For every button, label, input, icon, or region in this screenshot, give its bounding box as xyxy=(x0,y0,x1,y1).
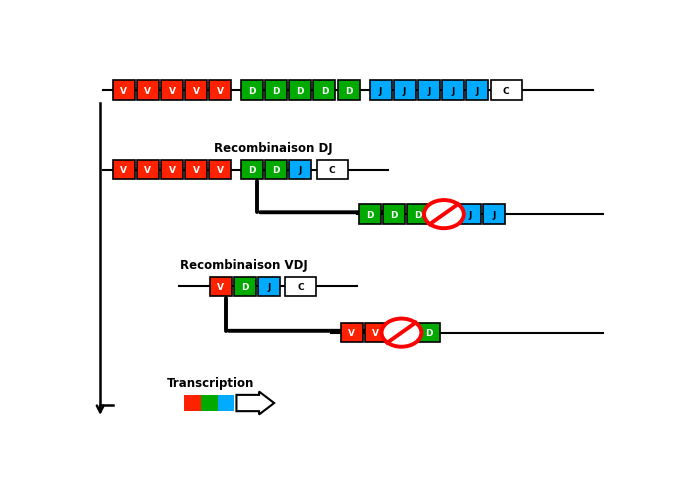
FancyBboxPatch shape xyxy=(184,395,201,411)
Text: D: D xyxy=(425,328,433,337)
Text: C: C xyxy=(329,166,335,175)
FancyBboxPatch shape xyxy=(383,205,405,224)
Text: V: V xyxy=(348,328,355,337)
FancyBboxPatch shape xyxy=(459,205,481,224)
FancyBboxPatch shape xyxy=(137,161,159,180)
Text: Recombinaison VDJ: Recombinaison VDJ xyxy=(180,258,308,271)
Text: J: J xyxy=(267,282,270,291)
FancyBboxPatch shape xyxy=(161,81,183,100)
FancyBboxPatch shape xyxy=(370,81,391,100)
Text: D: D xyxy=(320,86,328,96)
Text: D: D xyxy=(414,210,422,219)
FancyBboxPatch shape xyxy=(314,81,335,100)
Text: D: D xyxy=(241,282,249,291)
Circle shape xyxy=(381,319,421,347)
FancyBboxPatch shape xyxy=(185,81,207,100)
Text: V: V xyxy=(217,282,224,291)
FancyBboxPatch shape xyxy=(407,205,429,224)
FancyBboxPatch shape xyxy=(337,81,360,100)
FancyBboxPatch shape xyxy=(241,161,263,180)
Text: D: D xyxy=(390,210,398,219)
FancyBboxPatch shape xyxy=(317,161,347,180)
Text: D: D xyxy=(248,86,256,96)
Text: V: V xyxy=(217,86,224,96)
FancyBboxPatch shape xyxy=(137,81,159,100)
FancyBboxPatch shape xyxy=(185,161,207,180)
Text: C: C xyxy=(503,86,510,96)
FancyBboxPatch shape xyxy=(418,81,439,100)
Text: Recombinaison DJ: Recombinaison DJ xyxy=(214,142,333,155)
FancyBboxPatch shape xyxy=(442,81,464,100)
Text: C: C xyxy=(297,282,304,291)
Text: V: V xyxy=(145,166,151,175)
FancyBboxPatch shape xyxy=(341,324,363,343)
FancyBboxPatch shape xyxy=(161,161,183,180)
FancyBboxPatch shape xyxy=(483,205,505,224)
Text: J: J xyxy=(299,166,302,175)
Text: V: V xyxy=(372,328,379,337)
Text: V: V xyxy=(168,86,176,96)
Text: D: D xyxy=(366,210,374,219)
FancyBboxPatch shape xyxy=(365,324,387,343)
FancyBboxPatch shape xyxy=(359,205,381,224)
FancyBboxPatch shape xyxy=(241,81,263,100)
Text: J: J xyxy=(379,86,382,96)
Text: V: V xyxy=(168,166,176,175)
FancyBboxPatch shape xyxy=(209,161,231,180)
Text: Transcription: Transcription xyxy=(166,376,254,389)
Text: D: D xyxy=(297,86,304,96)
Polygon shape xyxy=(237,392,274,415)
Text: D: D xyxy=(272,86,280,96)
FancyBboxPatch shape xyxy=(393,81,416,100)
FancyBboxPatch shape xyxy=(265,81,287,100)
FancyBboxPatch shape xyxy=(265,161,287,180)
Text: D: D xyxy=(345,86,352,96)
FancyBboxPatch shape xyxy=(466,81,488,100)
Text: V: V xyxy=(120,166,127,175)
Circle shape xyxy=(424,201,464,229)
FancyBboxPatch shape xyxy=(289,81,312,100)
FancyBboxPatch shape xyxy=(491,81,522,100)
FancyBboxPatch shape xyxy=(418,324,440,343)
Text: J: J xyxy=(403,86,406,96)
Text: V: V xyxy=(120,86,127,96)
Text: V: V xyxy=(193,86,199,96)
FancyBboxPatch shape xyxy=(210,277,232,296)
Text: V: V xyxy=(193,166,199,175)
FancyBboxPatch shape xyxy=(209,81,231,100)
FancyBboxPatch shape xyxy=(201,395,218,411)
Text: J: J xyxy=(468,210,472,219)
Text: D: D xyxy=(272,166,280,175)
Text: J: J xyxy=(475,86,479,96)
Text: D: D xyxy=(248,166,256,175)
FancyBboxPatch shape xyxy=(258,277,280,296)
Text: V: V xyxy=(217,166,224,175)
Text: J: J xyxy=(451,86,454,96)
Text: J: J xyxy=(427,86,431,96)
Text: V: V xyxy=(145,86,151,96)
FancyBboxPatch shape xyxy=(285,277,316,296)
FancyBboxPatch shape xyxy=(218,395,235,411)
Text: J: J xyxy=(493,210,496,219)
FancyBboxPatch shape xyxy=(289,161,312,180)
FancyBboxPatch shape xyxy=(113,161,135,180)
FancyBboxPatch shape xyxy=(113,81,135,100)
FancyBboxPatch shape xyxy=(234,277,256,296)
